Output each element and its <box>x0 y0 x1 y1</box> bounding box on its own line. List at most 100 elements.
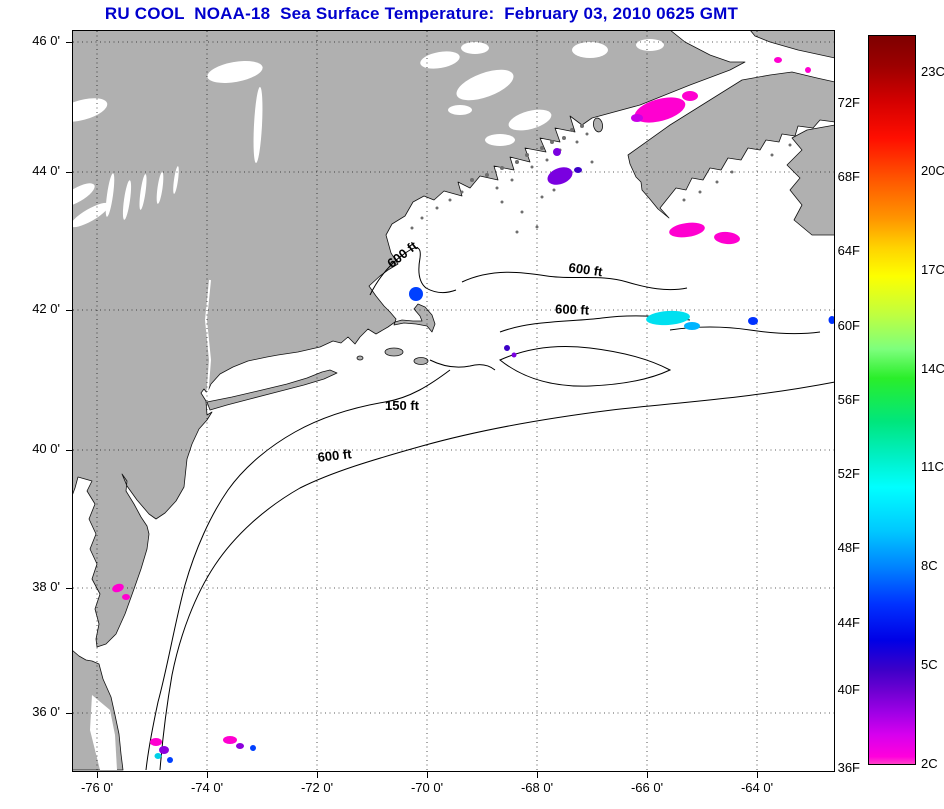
colorbar-fahrenheit-label: 52F <box>837 466 860 481</box>
colorbar-celsius-label: 8C <box>921 558 938 573</box>
sst-patch <box>714 231 740 245</box>
sst-patch <box>154 753 162 759</box>
latitude-tick-mark <box>66 41 72 43</box>
sst-patch <box>150 738 162 746</box>
sst-patch <box>236 743 244 749</box>
sst-patch <box>646 310 690 326</box>
contour-600ft-gulf <box>369 247 457 296</box>
longitude-tick-mark <box>206 772 208 778</box>
colorbar-gradient <box>869 36 915 764</box>
longitude-tick-mark <box>316 772 318 778</box>
grand-manan-island <box>593 117 603 133</box>
colorbar-celsius-label: 20C <box>921 163 944 178</box>
contour-150ft <box>145 369 451 771</box>
colorbar-celsius-label: 11C <box>921 459 944 474</box>
colorbar-fahrenheit-label: 60F <box>837 318 860 333</box>
lake-streak <box>72 202 110 228</box>
sst-patch <box>669 222 705 238</box>
prince-edward-island <box>749 30 835 59</box>
contour-600ft-basin <box>461 271 688 291</box>
nantucket-island <box>413 357 429 365</box>
colorbar-fahrenheit-label: 56F <box>837 392 860 407</box>
hudson-river <box>204 279 212 399</box>
colorbar-celsius-label: 2C <box>921 756 938 771</box>
colorbar-celsius-label: 23C <box>921 64 944 79</box>
cloud-patch <box>485 134 515 146</box>
longitude-tick-label: -70 0' <box>410 780 444 795</box>
sst-patch <box>748 317 758 325</box>
colorbar-fahrenheit-label: 48F <box>837 540 860 555</box>
cloud-patch <box>420 51 460 69</box>
cloud-patch <box>456 69 514 101</box>
longitude-tick-mark <box>756 772 758 778</box>
sst-patch <box>409 287 423 301</box>
contour-depth-label: 600 ft <box>384 238 421 271</box>
longitude-tick-mark <box>426 772 428 778</box>
finger-lake <box>139 174 147 210</box>
offshore-gray-mass <box>786 124 835 236</box>
cloud-patch <box>207 61 263 83</box>
map-svg: 600 ft 600 ft 600 ft 150 ft 600 ft <box>72 30 835 772</box>
contour-depth-label: 600 ft <box>568 260 604 280</box>
latitude-tick-label: 42 0' <box>32 301 60 316</box>
colorbar-fahrenheit-label: 44F <box>837 615 860 630</box>
sst-patch <box>159 746 169 754</box>
sst-patch <box>250 745 256 751</box>
cloud-patch <box>508 109 552 131</box>
sst-patch <box>682 91 698 101</box>
colorbar-fahrenheit-label: 36F <box>837 760 860 775</box>
sst-patch <box>122 594 130 600</box>
contour-nantucket-shoals <box>429 359 496 371</box>
plot-border <box>72 30 835 772</box>
colorbar-celsius-label: 5C <box>921 657 938 672</box>
cloud-patch <box>72 98 108 122</box>
finger-lake <box>105 173 115 217</box>
finger-lake <box>122 180 132 220</box>
sst-patch <box>805 67 811 73</box>
mainland-coastline <box>72 30 746 771</box>
sst-patch <box>547 167 573 185</box>
latitude-tick-label: 44 0' <box>32 163 60 178</box>
nova-scotia <box>627 71 835 219</box>
page-title: RU COOL NOAA-18 Sea Surface Temperature:… <box>104 4 739 23</box>
colorbar-fahrenheit-label: 40F <box>837 682 860 697</box>
sst-patch <box>774 57 782 63</box>
colorbar-fahrenheit-label: 72F <box>837 95 860 110</box>
grid-layer <box>73 31 834 771</box>
sst-patch <box>504 345 510 351</box>
sst-patch <box>167 757 173 763</box>
contour-600ft-shelf-edge <box>159 381 835 771</box>
latitude-tick-label: 36 0' <box>32 704 60 719</box>
cloud-patch <box>636 39 664 51</box>
longitude-tick-label: -66 0' <box>630 780 664 795</box>
cloud-patch <box>572 42 608 58</box>
colorbar-fahrenheit-label: 64F <box>837 243 860 258</box>
map-plot: 600 ft 600 ft 600 ft 150 ft 600 ft <box>72 30 835 772</box>
long-island <box>206 369 338 411</box>
longitude-tick-label: -76 0' <box>80 780 114 795</box>
finger-lake <box>156 172 164 204</box>
longitude-tick-label: -74 0' <box>190 780 224 795</box>
sst-patch <box>631 114 643 122</box>
marthas-vineyard-island <box>384 347 404 357</box>
contour-depth-label: 600 ft <box>317 446 353 465</box>
sst-patch-layer <box>112 57 835 763</box>
finger-lake <box>173 166 179 194</box>
longitude-tick-label: -64 0' <box>740 780 774 795</box>
latitude-axis: 46 0' 44 0' 42 0' 40 0' 38 0' 36 0' <box>0 30 72 772</box>
latitude-tick-label: 40 0' <box>32 441 60 456</box>
longitude-tick-mark <box>646 772 648 778</box>
land-layer <box>72 30 835 771</box>
longitude-axis: -76 0' -74 0' -72 0' -70 0' -68 0' -66 0' -64 … <box>72 772 835 802</box>
contour-depth-label: 600 ft <box>555 301 590 317</box>
longitude-tick-mark <box>96 772 98 778</box>
latitude-tick-mark <box>66 309 72 311</box>
longitude-tick-label: -68 0' <box>520 780 554 795</box>
longitude-tick-label: -72 0' <box>300 780 334 795</box>
latitude-tick-mark <box>66 449 72 451</box>
sst-patch <box>553 148 561 156</box>
lake-champlain <box>253 87 263 163</box>
sst-patch <box>511 352 517 358</box>
colorbar-celsius-label: 14C <box>921 361 944 376</box>
